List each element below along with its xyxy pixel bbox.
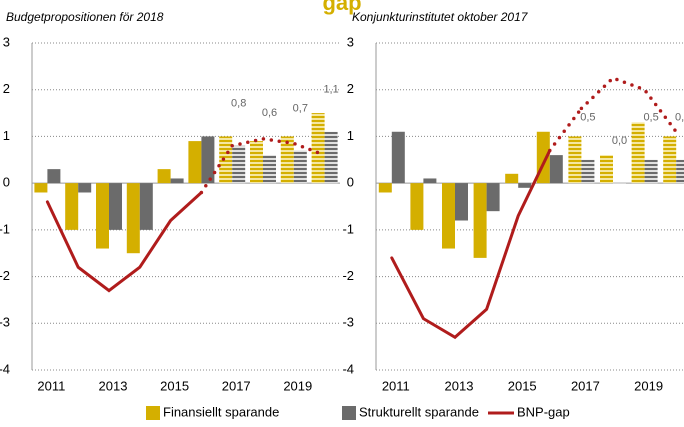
bar xyxy=(96,183,109,249)
y-tick-label: 1 xyxy=(347,128,354,143)
bar xyxy=(263,155,276,184)
x-tick-label: 2013 xyxy=(445,378,474,393)
bar xyxy=(293,150,307,184)
legend-swatch xyxy=(146,406,160,420)
y-tick-label: -4 xyxy=(0,361,10,376)
bar xyxy=(201,136,215,184)
chart-subtitle: Budgetpropositionen för 2018 xyxy=(6,10,164,24)
y-tick-label: -3 xyxy=(0,315,10,330)
bar xyxy=(518,183,532,188)
bar xyxy=(455,183,468,221)
y-tick-label: 2 xyxy=(347,81,354,96)
bar xyxy=(311,113,325,184)
x-tick-label: 2011 xyxy=(382,378,410,393)
legend-label: BNP-gap xyxy=(517,404,570,419)
bar xyxy=(78,183,92,193)
bar xyxy=(581,159,595,184)
legend-swatch xyxy=(342,406,356,420)
y-tick-label: -1 xyxy=(0,221,10,236)
legend-label: Strukturellt sparande xyxy=(359,404,479,419)
page-title: gap xyxy=(322,0,361,15)
y-tick-label: -3 xyxy=(342,315,354,330)
bar xyxy=(34,183,48,193)
forecast-line xyxy=(230,136,327,157)
y-tick-label: -4 xyxy=(342,361,354,376)
bar xyxy=(139,183,153,230)
bar xyxy=(232,145,246,184)
forecast-line xyxy=(579,76,678,134)
bar xyxy=(219,136,233,184)
y-tick-label: 3 xyxy=(347,34,354,49)
bar xyxy=(549,155,563,184)
bar xyxy=(486,183,500,212)
x-tick-label: 2015 xyxy=(160,378,189,393)
y-tick-label: 2 xyxy=(3,81,10,96)
x-tick-label: 2015 xyxy=(508,378,537,393)
bar xyxy=(109,183,122,230)
value-label: 0,5 xyxy=(643,112,658,124)
y-tick-label: 0 xyxy=(3,175,10,190)
bar xyxy=(324,131,338,184)
bar xyxy=(391,131,405,184)
bar xyxy=(676,159,684,184)
legend: Finansiellt sparande Strukturellt sparan… xyxy=(146,404,570,420)
line-connector xyxy=(199,144,234,195)
y-tick-label: 1 xyxy=(3,128,10,143)
bar xyxy=(250,141,263,184)
bar xyxy=(126,183,140,254)
x-tick-label: 2017 xyxy=(571,378,600,393)
bar xyxy=(280,136,294,184)
bar xyxy=(47,169,61,184)
bar xyxy=(442,183,455,249)
bar xyxy=(600,155,613,184)
bar xyxy=(631,122,645,184)
value-label: 0,5 xyxy=(580,112,595,124)
value-label: 1,1 xyxy=(323,84,338,96)
value-label: 0,5 xyxy=(675,112,684,124)
bar xyxy=(473,183,487,258)
value-label: 0,0 xyxy=(612,135,627,147)
bar xyxy=(505,173,519,184)
y-tick-label: 3 xyxy=(3,34,10,49)
legend-label: Finansiellt sparande xyxy=(163,404,279,419)
line xyxy=(390,148,552,340)
line xyxy=(45,190,203,293)
chart-subtitle: Konjunkturinstitutet oktober 2017 xyxy=(352,10,529,24)
bar xyxy=(568,136,582,184)
bar xyxy=(65,183,79,230)
bar xyxy=(188,141,202,184)
x-tick-label: 2011 xyxy=(37,378,65,393)
line-connector xyxy=(548,106,584,153)
x-tick-label: 2019 xyxy=(634,378,663,393)
x-tick-label: 2013 xyxy=(99,378,128,393)
bar xyxy=(663,136,677,184)
x-tick-label: 2019 xyxy=(283,378,312,393)
value-label: 0,6 xyxy=(262,107,277,119)
y-tick-label: -2 xyxy=(342,268,354,283)
bar xyxy=(613,183,626,184)
bar xyxy=(423,178,437,184)
bar xyxy=(170,178,184,184)
bar xyxy=(410,183,424,230)
value-label: 0,8 xyxy=(231,98,246,110)
bar xyxy=(378,183,392,193)
bar xyxy=(157,169,171,184)
value-label: 0,7 xyxy=(293,102,308,114)
bar xyxy=(644,159,658,184)
x-tick-label: 2017 xyxy=(222,378,251,393)
y-tick-label: -2 xyxy=(0,268,10,283)
y-tick-label: 0 xyxy=(347,175,354,190)
y-tick-label: -1 xyxy=(342,221,354,236)
